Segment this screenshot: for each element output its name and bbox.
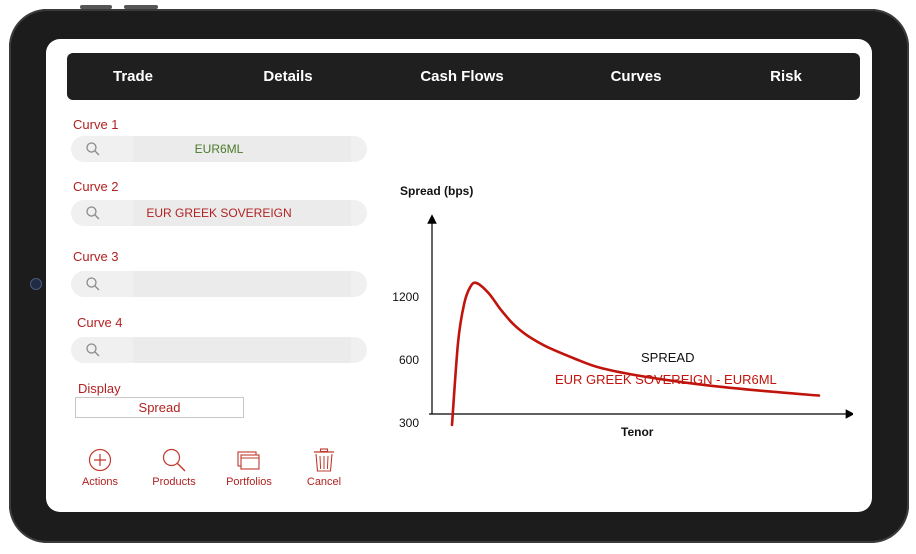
app-screen: Trade Details Cash Flows Curves Risk Cur… (46, 39, 872, 512)
curve2-search-input[interactable]: EUR GREEK SOVEREIGN (71, 200, 367, 226)
tab-cash-flows[interactable]: Cash Flows (420, 68, 504, 85)
actions-button[interactable]: Actions (65, 447, 135, 488)
display-label: Display (78, 381, 121, 396)
annotation-spread: SPREAD (641, 350, 694, 365)
curve4-search-input[interactable] (71, 337, 367, 363)
camera-icon (30, 278, 42, 290)
top-nav: Trade Details Cash Flows Curves Risk (67, 53, 860, 100)
tab-risk[interactable]: Risk (770, 68, 802, 85)
curve1-value: EUR6ML (194, 142, 244, 156)
spread-chart: Spread (bps) 300 600 1200 Tenor SPREAD EUR… (392, 184, 853, 439)
curve3-label: Curve 3 (73, 249, 119, 264)
curve4-input-area (133, 337, 351, 363)
curve1-search-input[interactable]: EUR6ML (71, 136, 367, 162)
tab-details[interactable]: Details (263, 68, 313, 85)
curve2-input-area (133, 200, 351, 226)
products-label: Products (152, 476, 196, 488)
curve2-value: EUR GREEK SOVEREIGN (146, 206, 292, 220)
curve3-search-input[interactable] (71, 271, 367, 297)
actions-label: Actions (81, 476, 119, 488)
search-icon (86, 142, 100, 156)
search-icon (162, 448, 186, 472)
curve1-input-area (133, 136, 351, 162)
spread-curve-line (450, 281, 821, 427)
cancel-label: Cancel (306, 476, 342, 488)
curve3-input-area (133, 271, 351, 297)
curve4-label: Curve 4 (77, 315, 123, 330)
trash-icon (314, 448, 334, 472)
tab-trade[interactable]: Trade (112, 68, 154, 85)
curve1-label: Curve 1 (73, 117, 119, 132)
search-icon (86, 277, 100, 291)
search-icon (86, 206, 100, 220)
volume-button (80, 5, 112, 9)
y-tick-label: 300 (399, 416, 419, 430)
y-ticks: 300 600 1200 (392, 290, 419, 430)
portfolios-label: Portfolios (226, 476, 272, 488)
x-axis-label: Tenor (621, 425, 654, 439)
y-tick-label: 600 (399, 353, 419, 367)
products-button[interactable]: Products (139, 447, 209, 488)
power-button (124, 5, 158, 9)
plus-circle-icon (88, 448, 112, 472)
annotation-curve-pair: EUR GREEK SOVEREIGN - EUR6ML (555, 372, 777, 387)
folders-icon (237, 451, 260, 470)
tab-curves[interactable]: Curves (610, 68, 662, 85)
search-icon (86, 343, 100, 357)
display-select[interactable]: Spread (75, 397, 244, 418)
cancel-button[interactable]: Cancel (289, 447, 359, 488)
curve2-label: Curve 2 (73, 179, 119, 194)
portfolios-button[interactable]: Portfolios (214, 447, 284, 488)
y-axis-label: Spread (bps) (400, 184, 473, 198)
y-tick-label: 1200 (392, 290, 419, 304)
